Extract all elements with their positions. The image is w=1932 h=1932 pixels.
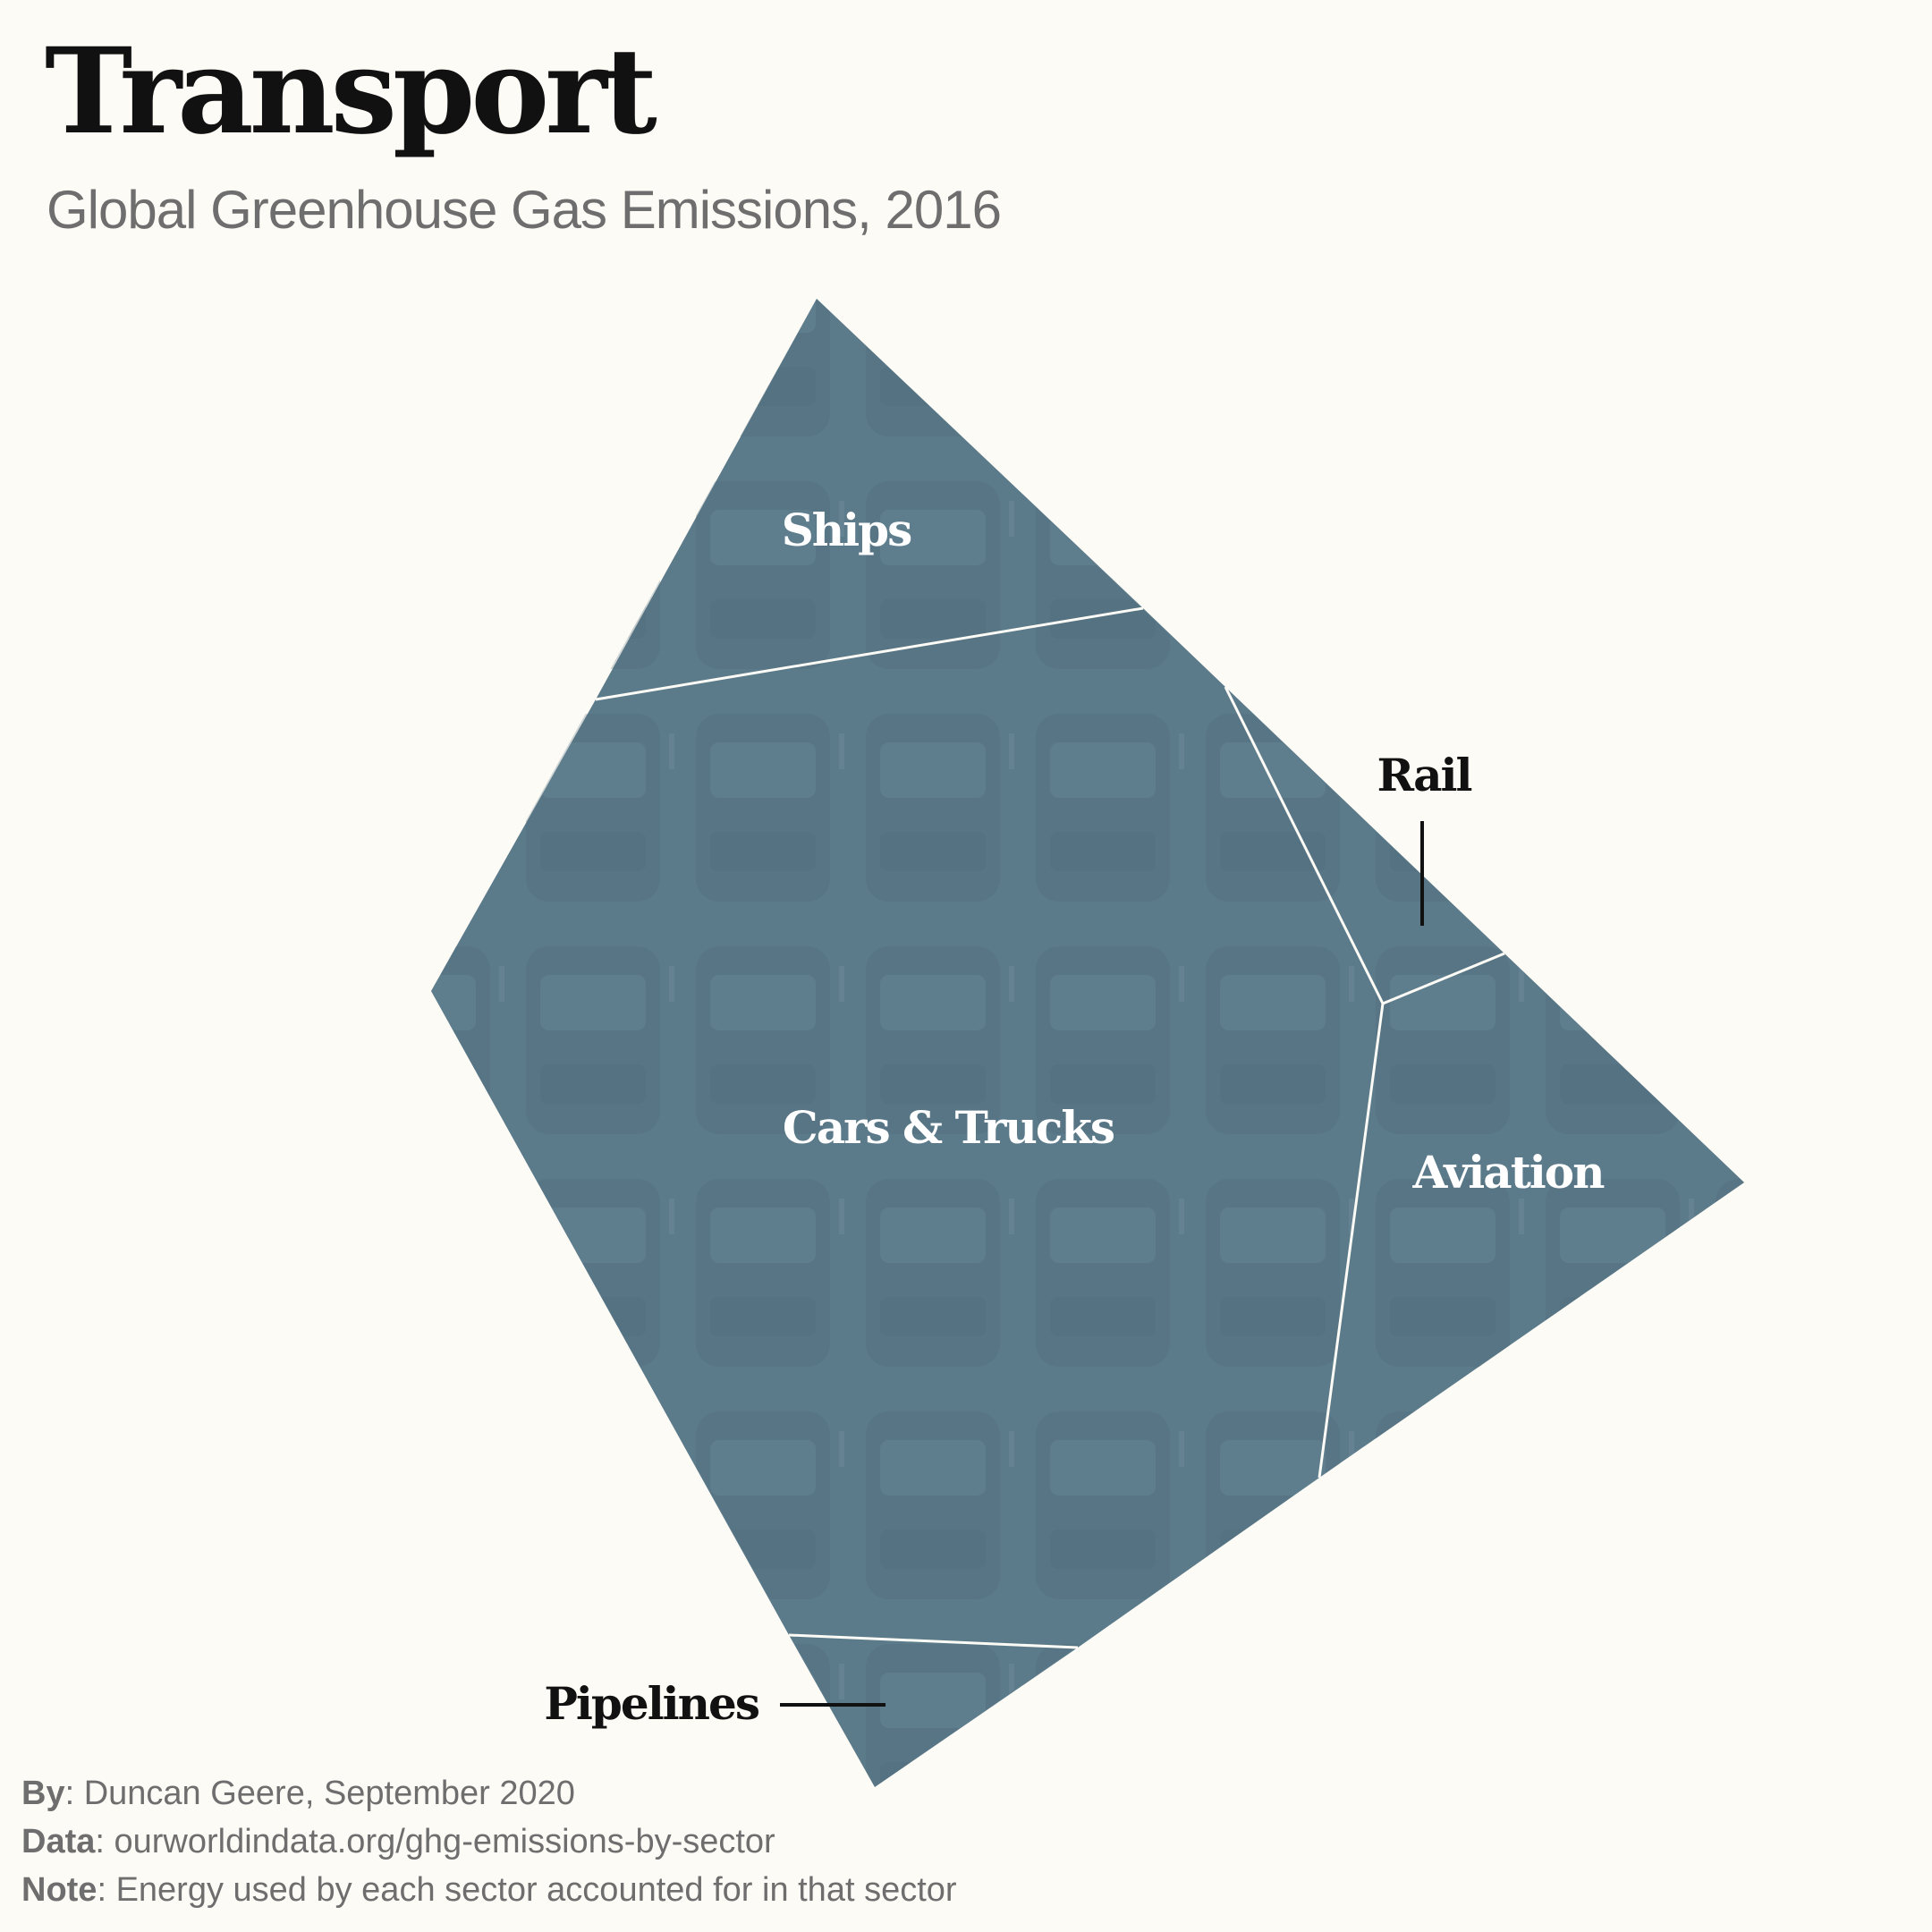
footer-by-key: By (21, 1775, 65, 1812)
photo-texture (431, 299, 1744, 1787)
label-rail: Rail (1377, 749, 1471, 801)
footer-data: Data: ourworldindata.org/ghg-emissions-b… (21, 1818, 957, 1866)
page-subtitle: Global Greenhouse Gas Emissions, 2016 (47, 180, 1002, 240)
label-pipelines: Pipelines (544, 1677, 759, 1730)
footer-note-key: Note (21, 1871, 97, 1909)
footer-by-value: : Duncan Geere, September 2020 (64, 1775, 575, 1812)
footer-data-key: Data (21, 1823, 96, 1860)
label-ships: Ships (782, 504, 911, 556)
segment-borders (595, 606, 1505, 1649)
footer-data-value: : ourworldindata.org/ghg-emissions-by-se… (95, 1823, 775, 1860)
label-cars-trucks: Cars & Trucks (783, 1101, 1114, 1154)
footer-note: Note: Energy used by each sector account… (21, 1866, 957, 1914)
footer-by: By: Duncan Geere, September 2020 (21, 1769, 957, 1818)
label-aviation: Aviation (1411, 1146, 1605, 1199)
page-title: Transport (45, 22, 657, 161)
footer-note-value: : Energy used by each sector accounted f… (97, 1871, 957, 1909)
footer: By: Duncan Geere, September 2020 Data: o… (21, 1769, 957, 1914)
